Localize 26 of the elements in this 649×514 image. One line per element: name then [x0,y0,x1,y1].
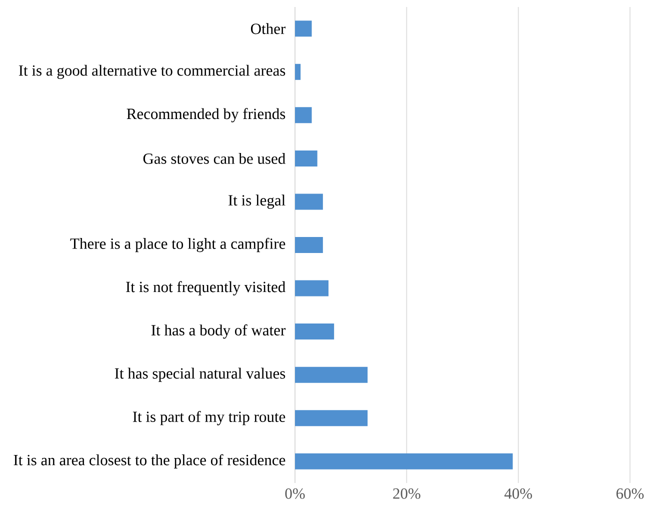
bar [295,64,301,80]
y-tick-label: It is legal [228,194,286,209]
bar [295,366,368,383]
bar [295,280,328,296]
bar [295,194,323,210]
y-tick-label: Other [250,23,286,34]
y-tick-label: There is a place to light a campfire [70,238,286,252]
bar [295,236,323,254]
y-tick-label: Gas stoves can be used [143,153,286,164]
bar [295,150,318,166]
bar [295,324,334,340]
x-tick-label: 60% [616,488,644,499]
x-tick-label: 20% [393,488,420,499]
y-tick-label: It has special natural values [114,368,286,382]
y-tick-label: It has a body of water [151,324,286,339]
bar [295,20,312,37]
y-tick-label: It is not frequently visited [126,281,286,296]
bar [295,410,368,426]
y-tick-label: It is part of my trip route [132,410,286,426]
y-tick-label: Recommended by friends [126,108,286,122]
x-tick-label: 40% [504,488,532,499]
y-tick-label: It is an area closest to the place of residence [14,454,286,468]
bar [295,107,312,124]
x-tick-label: 0% [285,488,305,499]
y-tick-label: It is a good alternative to commercial areas [18,64,286,79]
bar [295,453,513,470]
